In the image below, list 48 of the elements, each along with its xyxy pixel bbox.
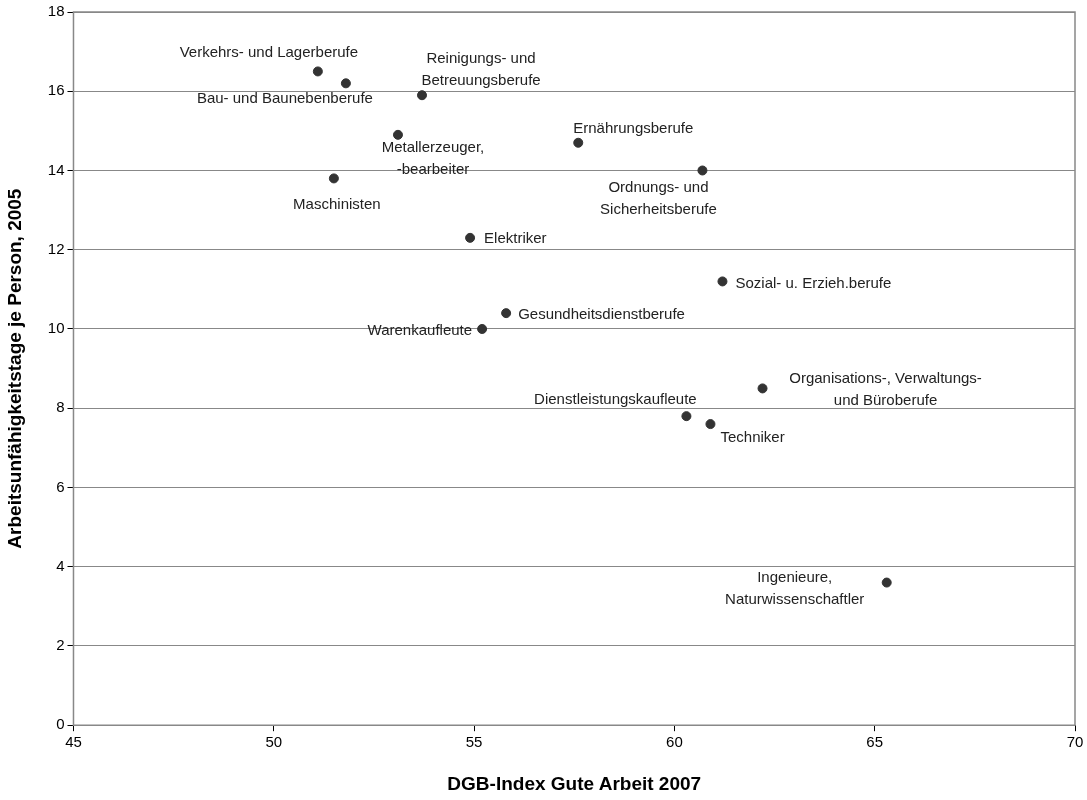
annotation: Metallerzeuger, -bearbeiter — [381, 137, 485, 177]
x-tick-label: 70 — [1066, 733, 1084, 751]
annotation: Gesundheitsdienstberufe — [518, 305, 685, 323]
point — [417, 90, 428, 101]
y-tick-label: 8 — [56, 398, 65, 416]
annotation: Organisations-, Verwaltungs- und Büroberufe — [789, 368, 982, 408]
annotation: Reinigungs- und Betreuungsberufe — [421, 49, 541, 89]
annotation: Verkehrs- und Lagerberufe — [179, 42, 359, 60]
x-tick-label: 50 — [265, 733, 283, 751]
y-tick-label: 4 — [56, 556, 65, 574]
point — [697, 165, 708, 176]
annotation: Dienstleistungskaufleute — [534, 390, 697, 408]
annotation: Sozial- u. Erzieh.berufe — [735, 273, 892, 291]
point — [328, 173, 339, 184]
x-tick-label: 45 — [65, 733, 82, 751]
point — [881, 577, 892, 588]
y-axis-title: Arbeitsunfähigkeitstage je Person, 2005 — [3, 188, 25, 549]
point — [501, 308, 512, 319]
y-tick-label: 14 — [47, 160, 65, 178]
point — [392, 129, 403, 140]
annotation: Maschinisten — [293, 194, 381, 212]
y-tick-label: 0 — [56, 715, 65, 733]
annotation: Ernährungsberufe — [573, 118, 694, 136]
point — [340, 78, 351, 89]
annotation: Bau- und Baunebenberufe — [196, 89, 373, 107]
annotation: Ordnungs- und Sicherheitsberufe — [600, 177, 717, 217]
point — [681, 411, 692, 422]
point — [477, 323, 488, 334]
annotation: Ingenieure, Naturwissenschaftler — [725, 567, 865, 607]
annotation: Warenkaufleute — [367, 321, 473, 339]
y-tick-label: 6 — [56, 477, 65, 495]
y-tick-label: 12 — [47, 239, 65, 257]
x-tick-label: 65 — [866, 733, 884, 751]
point — [573, 137, 584, 148]
point — [312, 66, 323, 77]
annotation: Techniker — [720, 428, 785, 446]
y-tick-label: 18 — [47, 2, 65, 20]
point — [717, 276, 728, 287]
point — [465, 232, 476, 243]
y-tick-label: 10 — [47, 319, 65, 337]
annotation: Elektriker — [484, 228, 547, 246]
y-tick-label: 2 — [56, 636, 65, 654]
point — [757, 383, 768, 394]
x-tick-label: 55 — [465, 733, 483, 751]
x-axis-title: DGB-Index Gute Arbeit 2007 — [447, 772, 702, 794]
y-tick-label: 16 — [47, 81, 65, 99]
point — [705, 419, 716, 430]
x-tick-label: 60 — [666, 733, 683, 751]
